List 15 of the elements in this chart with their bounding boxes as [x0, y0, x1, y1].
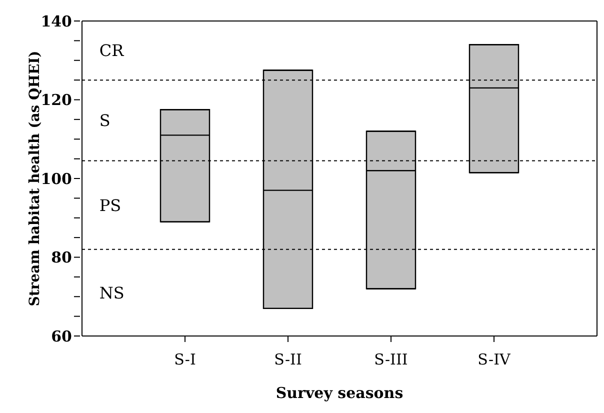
annotation: CR: [99, 41, 125, 60]
x-axis-title: Survey seasons: [276, 384, 404, 402]
annotation: PS: [99, 196, 122, 215]
y-axis-title: Stream habitat health (as QHEI): [26, 50, 43, 306]
x-tick-label: S-IV: [478, 350, 512, 369]
y-tick-label: 80: [51, 248, 72, 266]
x-tick-label: S-II: [274, 350, 302, 369]
annotation: NS: [99, 283, 124, 302]
x-tick-label: S-I: [174, 350, 196, 369]
y-tick-label: 60: [51, 327, 72, 346]
annotation: S: [99, 111, 110, 130]
y-tick-label: 140: [40, 12, 72, 30]
x-tick-label: S-III: [374, 350, 408, 369]
y-tick-label: 120: [40, 91, 72, 109]
y-tick-label: 100: [40, 170, 72, 188]
